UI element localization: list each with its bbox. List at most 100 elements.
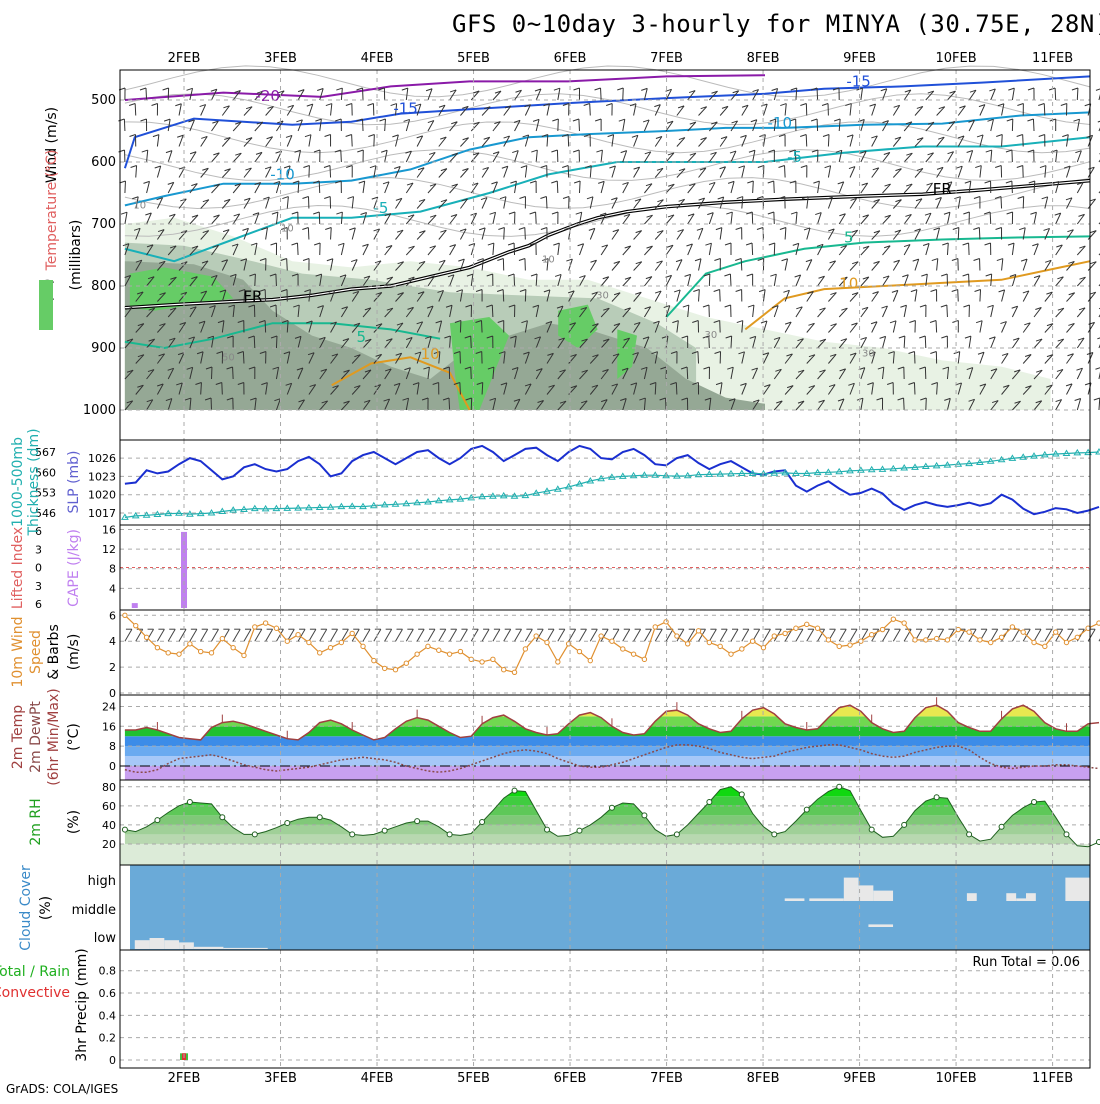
wind-speed-point (631, 652, 635, 656)
rh-point (1064, 832, 1069, 837)
wind-speed-point (686, 642, 690, 646)
wind-speed-point (263, 621, 267, 625)
thickness-point (1096, 449, 1100, 454)
wind-tick: 0 (109, 687, 116, 700)
low-cloud-cell (223, 948, 267, 949)
wind-speed-point (902, 621, 906, 625)
temp-tick: 16 (102, 720, 116, 733)
rh-point (674, 832, 679, 837)
contour-label: -5 (373, 199, 388, 217)
wind-speed-point (209, 651, 213, 655)
contour-label: 30 (596, 290, 609, 301)
wind-speed-point (523, 647, 527, 651)
low-cloud-cell (135, 940, 150, 949)
pressure-tick: 700 (91, 217, 116, 232)
rh-point (220, 815, 225, 820)
wind-speed-point (372, 658, 376, 662)
high-cloud-cell (1026, 893, 1036, 901)
contour-label: 10 (133, 201, 146, 212)
wind-speed-point (361, 644, 365, 648)
panel-bg (120, 950, 1090, 1068)
wind-speed-point (350, 631, 354, 635)
cloud-level-label: middle (72, 903, 116, 918)
li-tick: 3 (35, 543, 42, 556)
rh-point (415, 819, 420, 824)
wind-speed-point (1021, 630, 1025, 634)
rh-point (122, 827, 127, 832)
wind-speed-point (1053, 630, 1057, 634)
rh-point (447, 832, 452, 837)
wind-speed-point (1010, 625, 1014, 629)
rh-legend-swatch (39, 280, 53, 330)
wind-tick: 6 (109, 609, 116, 622)
wind-tick: 2 (109, 661, 116, 674)
wind-speed-point (913, 638, 917, 642)
wind-speed-point (675, 634, 679, 638)
axis-label-millibars: (millibars) (68, 220, 84, 291)
wind-speed-point (848, 643, 852, 647)
day-label-bottom: 5FEB (457, 1071, 490, 1086)
cape-tick: 16 (102, 523, 116, 536)
wind-speed-point (826, 638, 830, 642)
low-cloud-cell (164, 940, 179, 949)
cape-tick: 4 (109, 582, 116, 595)
high-cloud-cell (967, 893, 977, 901)
li-tick: 6 (35, 598, 42, 611)
chart-title: GFS 0~10day 3-hourly for MINYA (30.75E, … (452, 10, 1100, 38)
axis-label-cloud-units: (%) (38, 896, 54, 920)
cloud-level-label: high (88, 874, 116, 889)
wind-speed-point (621, 647, 625, 651)
wind-speed-point (404, 661, 408, 665)
wind-speed-point (978, 638, 982, 642)
contour-label: 5 (844, 229, 854, 247)
wind-speed-point (740, 647, 744, 651)
rh-point (1096, 840, 1100, 845)
wind-speed-point (653, 625, 657, 629)
rh-base (120, 844, 1090, 865)
day-label-top: 11FEB (1032, 51, 1073, 66)
wind-speed-point (999, 635, 1003, 639)
rh-point (934, 795, 939, 800)
rh-point (382, 828, 387, 833)
credit-text: GrADS: COLA/IGES (6, 1082, 118, 1096)
low-cloud-cell (194, 947, 224, 949)
rh-point (642, 813, 647, 818)
day-label-bottom: 11FEB (1032, 1071, 1073, 1086)
li-tick: 0 (35, 562, 42, 575)
temp-band (120, 756, 1090, 766)
precip-tick: 0 (109, 1054, 116, 1067)
wind-speed-point (253, 625, 257, 629)
day-label-bottom: 9FEB (843, 1071, 876, 1086)
contour-label: FR (243, 288, 262, 306)
contour-label: 30 (704, 330, 717, 341)
axis-label-wind10m: 10m Wind (10, 616, 26, 687)
li-tick: 3 (35, 580, 42, 593)
wind-speed-point (458, 649, 462, 653)
rh-point (772, 832, 777, 837)
axis-label-temperature: Temperature (°C) (44, 150, 60, 272)
axis-label-temp-units: (°C) (66, 723, 82, 751)
axis-label-convective: Convective (0, 985, 70, 1001)
wind-speed-point (274, 626, 278, 630)
wind-speed-point (502, 667, 506, 671)
wind-speed-point (1075, 635, 1079, 639)
wind-speed-point (307, 640, 311, 644)
high-cloud-cell (859, 885, 874, 901)
low-cloud-cell (179, 942, 194, 949)
axis-label-thickness-2: Thickness (dm) (26, 428, 42, 536)
contour-label: -15 (393, 100, 418, 118)
slp-tick: 1023 (88, 470, 116, 483)
day-label-bottom: 8FEB (747, 1071, 780, 1086)
contour-label: -15 (846, 72, 871, 90)
pressure-tick: 800 (91, 279, 116, 294)
wind-speed-point (577, 649, 581, 653)
wind-speed-point (144, 635, 148, 639)
wind-speed-point (956, 627, 960, 631)
wind-speed-point (155, 645, 159, 649)
wind-speed-point (588, 658, 592, 662)
contour-label: 50 (222, 352, 235, 363)
wind-speed-point (924, 638, 928, 642)
pressure-tick: 600 (91, 155, 116, 170)
